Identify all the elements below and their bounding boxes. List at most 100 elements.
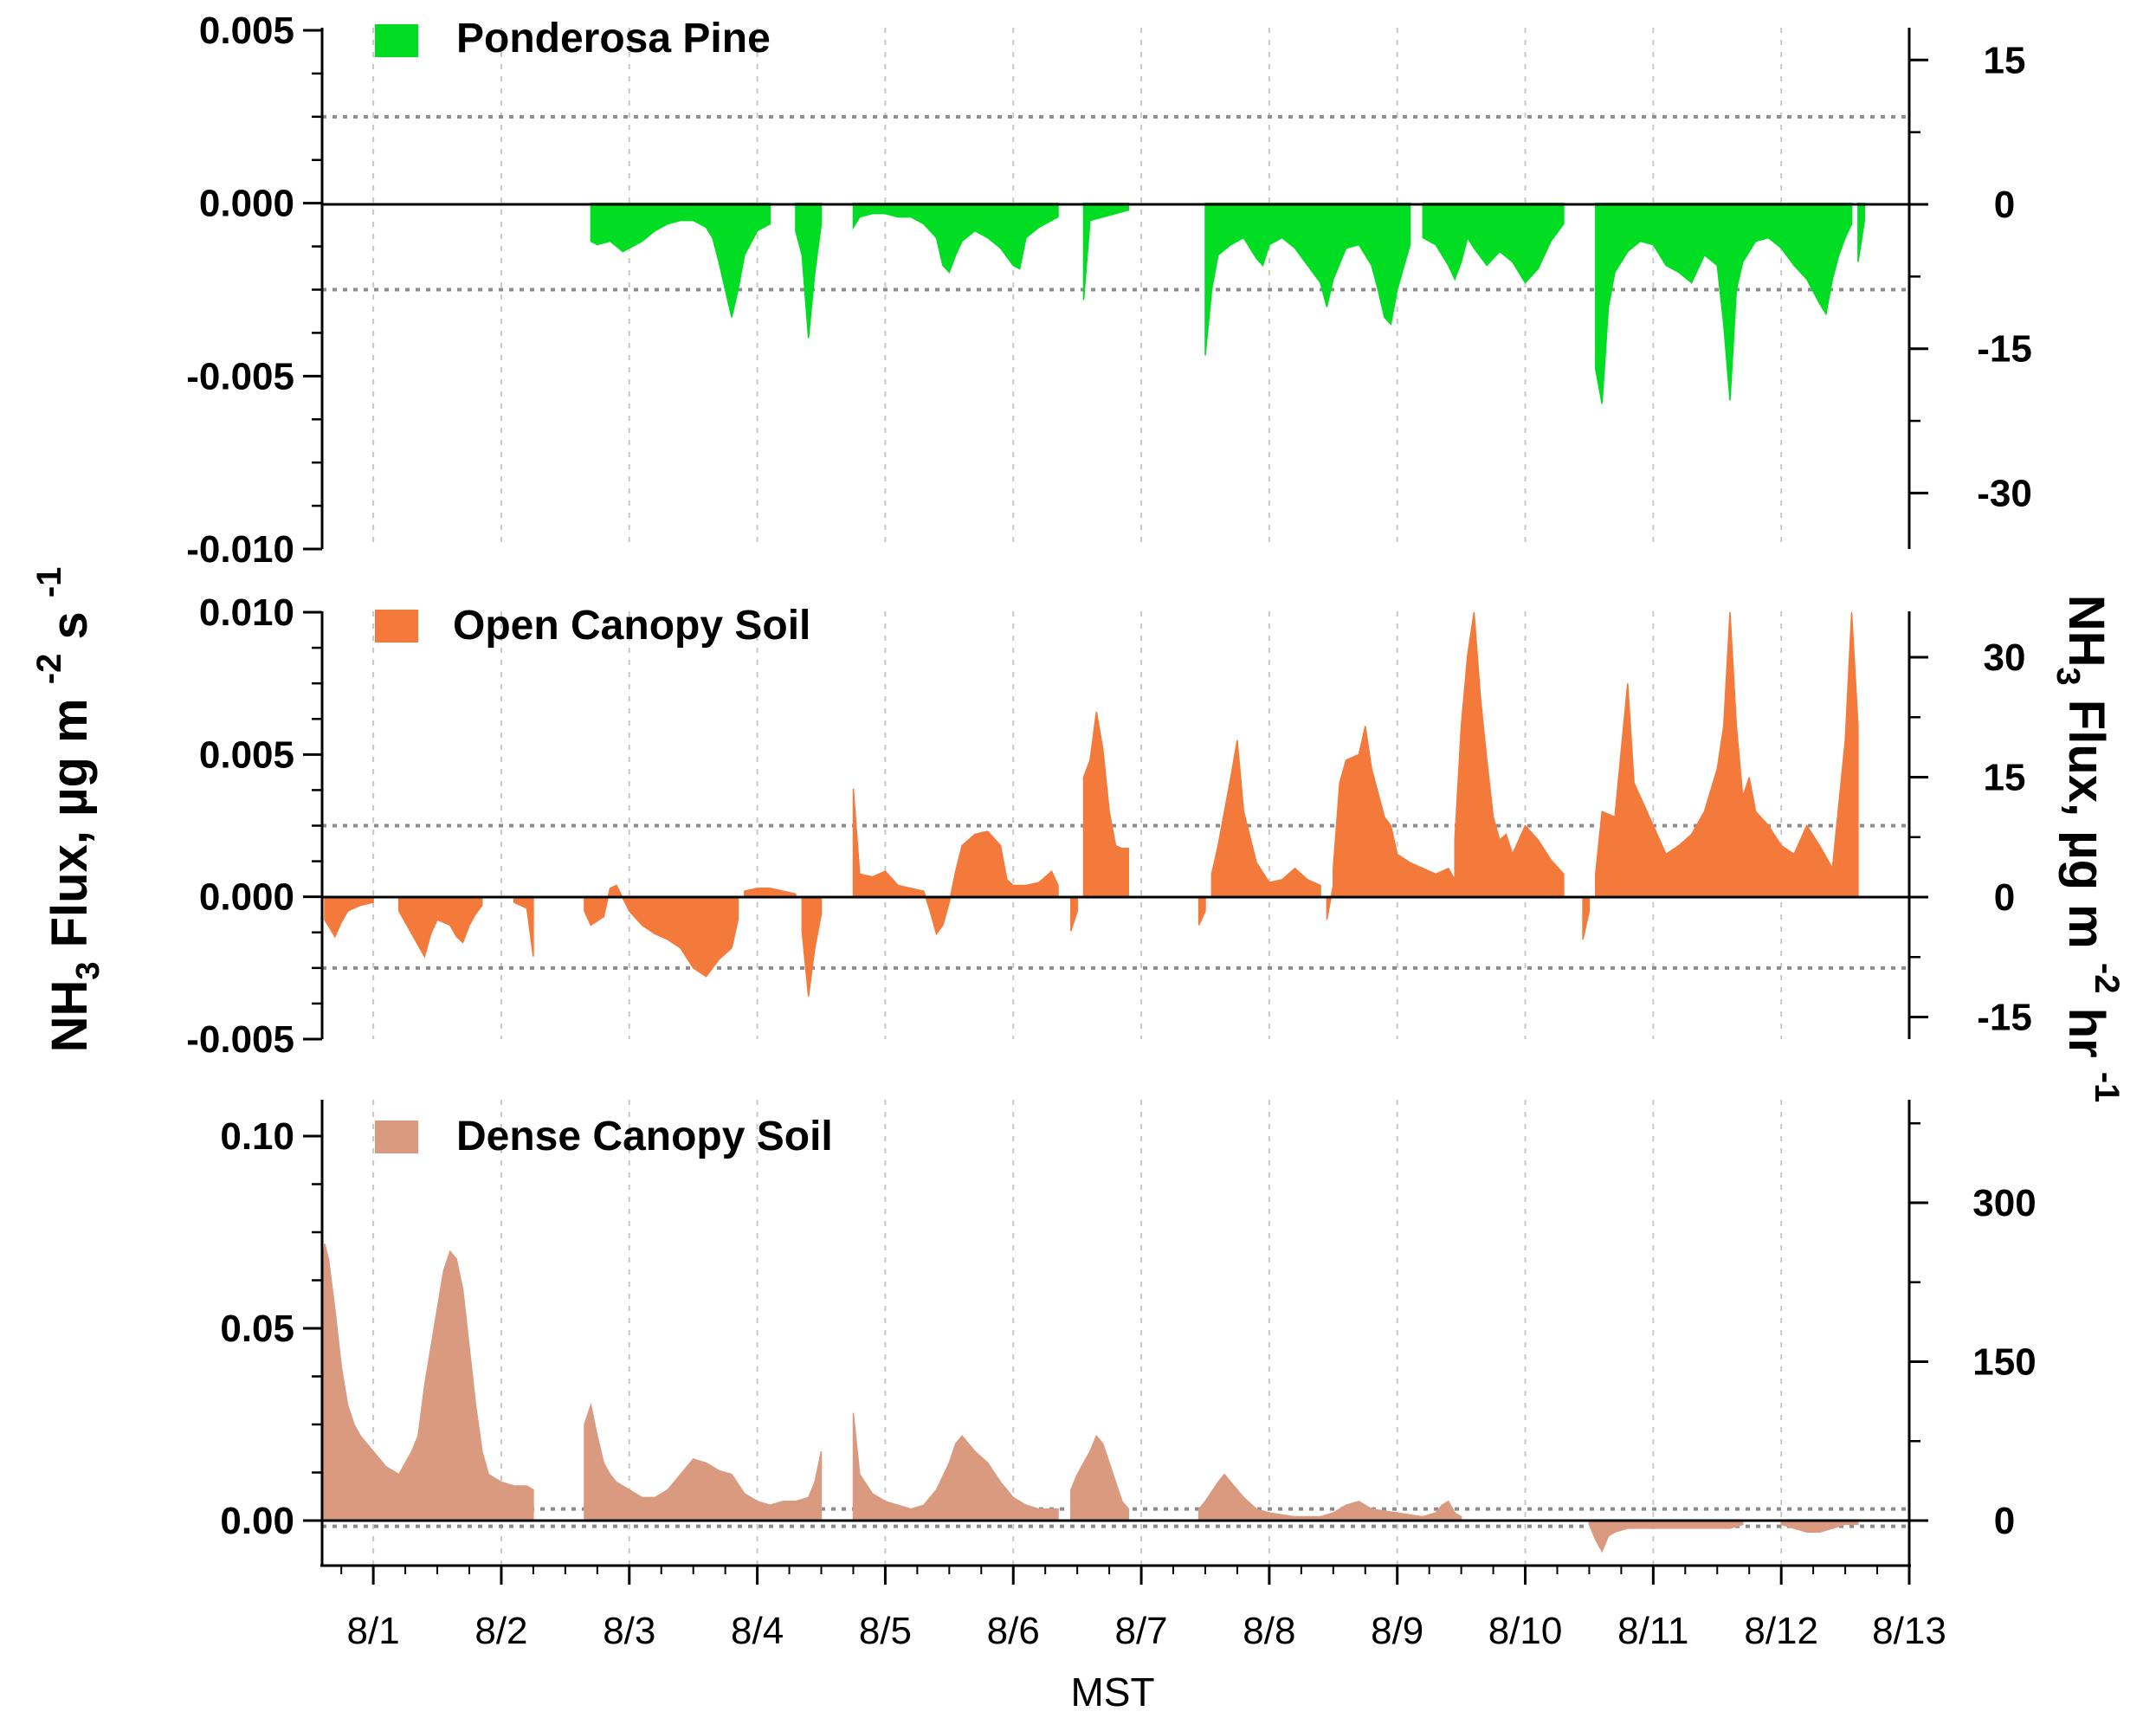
area-segment-3-5 [1588, 1520, 1744, 1553]
x-tick-label-12: 8/13 [1872, 1610, 1946, 1652]
area-segment-2-9 [1197, 895, 1206, 926]
area-segment-1-4 [1204, 202, 1411, 356]
y-left-exp2: -1 [30, 567, 68, 598]
y-right-flux: Flux, µg m [2058, 700, 2114, 949]
legend-swatch-1 [375, 24, 418, 57]
left-tick-label-1-0: 0.005 [199, 10, 294, 52]
area-segment-3-0 [321, 1243, 534, 1521]
left-ticks-3: 0.10 0.05 0.00 [220, 1115, 322, 1542]
legend-label-dense-canopy-soil: Dense Canopy Soil [456, 1114, 833, 1159]
legend-label-ponderosa-pine: Ponderosa Pine [456, 16, 771, 61]
area-segment-2-7 [1070, 895, 1078, 932]
right-tick-label-1-2: -15 [1977, 328, 2032, 371]
area-segment-1-7 [1857, 202, 1866, 262]
right-ticks-2: 30 15 0 -15 [1909, 636, 2032, 1039]
x-tick-label-9: 8/10 [1488, 1610, 1563, 1652]
area-segment-2-6 [852, 788, 1059, 936]
y-right-nh: NH [2058, 595, 2114, 668]
right-ticks-1: 15 0 -15 -30 [1909, 39, 2032, 514]
y-right-exp1: -2 [2088, 963, 2126, 994]
area-group-3 [321, 1243, 1859, 1553]
area-segment-2-10 [1210, 740, 1321, 898]
area-segment-2-5 [801, 895, 823, 997]
y-right-unit: hr [2058, 1008, 2114, 1058]
x-axis-label: MST [1070, 1670, 1154, 1715]
area-segment-2-12 [1333, 726, 1456, 898]
area-segment-2-1 [397, 895, 483, 959]
left-tick-label-1-3: -0.010 [186, 528, 294, 571]
x-tick-label-5: 8/6 [987, 1610, 1040, 1652]
y-right-sub3: 3 [2049, 667, 2086, 685]
y-axis-label-left: NH3 Flux, µg m -2 s -1 [16, 567, 107, 1053]
area-segment-2-4 [744, 888, 797, 898]
y-left-exp1: -2 [30, 654, 68, 685]
grid-group-1 [372, 28, 1783, 549]
left-tick-label-2-2: 0.000 [199, 876, 294, 919]
area-segment-2-2 [513, 895, 534, 957]
left-tick-label-2-1: 0.005 [199, 733, 294, 776]
right-tick-label-2-3: -15 [1977, 997, 2032, 1039]
area-segment-3-2 [852, 1412, 1059, 1521]
x-tick-label-8: 8/9 [1371, 1610, 1423, 1652]
area-group-2 [324, 611, 1859, 997]
left-tick-label-2-3: -0.005 [186, 1018, 294, 1061]
area-segment-1-5 [1422, 202, 1565, 284]
y-left-sub3: 3 [70, 962, 107, 980]
x-tick-label-7: 8/8 [1243, 1610, 1295, 1652]
right-tick-label-2-0: 30 [1984, 636, 2026, 679]
x-tick-label-1: 8/2 [474, 1610, 527, 1652]
x-tick-label-11: 8/12 [1744, 1610, 1818, 1652]
left-tick-label-3-1: 0.05 [220, 1308, 294, 1350]
area-segment-1-3 [1082, 202, 1130, 300]
area-segment-1-6 [1595, 202, 1853, 404]
area-segment-3-1 [584, 1402, 823, 1521]
x-tick-label-0: 8/1 [347, 1610, 400, 1652]
legend-swatch-3 [375, 1121, 418, 1153]
y-left-unit: s [42, 611, 98, 639]
area-segment-3-3 [1070, 1434, 1130, 1521]
y-left-flux: Flux, µg m [42, 698, 98, 947]
left-tick-label-3-0: 0.10 [220, 1115, 294, 1158]
area-group-1 [590, 202, 1866, 404]
x-tick-label-6: 8/7 [1114, 1610, 1167, 1652]
left-tick-label-1-1: 0.000 [199, 183, 294, 225]
area-segment-1-1 [795, 202, 823, 339]
y-axis-label-right: NH3 Flux, µg m -2 hr -1 [2049, 595, 2140, 1103]
right-tick-label-3-1: 150 [1972, 1341, 2036, 1384]
area-segment-2-8 [1082, 711, 1130, 898]
area-segment-2-3 [584, 884, 739, 978]
panel-ponderosa-pine: 0.005 0.000 -0.005 -0.010 15 0 -15 -30 Pondero… [186, 10, 2032, 571]
x-tick-label-3: 8/4 [731, 1610, 784, 1652]
area-segment-2-13 [1454, 611, 1565, 898]
area-segment-2-0 [324, 895, 374, 939]
area-segment-3-6 [1780, 1520, 1859, 1534]
panel-open-canopy-soil: 0.010 0.005 0.000 -0.005 30 15 0 -15 Open Cano… [186, 591, 2032, 1061]
x-tick-label-10: 8/11 [1617, 1610, 1688, 1652]
x-ticks: 8/1 8/2 8/3 8/4 8/5 8/6 8/7 8/8 8/9 8/10 8/11 8/12 8… [340, 1566, 1946, 1652]
right-ticks-3: 300 150 0 [1909, 1122, 2037, 1542]
right-tick-label-2-2: 0 [1994, 876, 2015, 919]
area-segment-1-2 [852, 202, 1059, 274]
area-segment-2-14 [1582, 895, 1591, 940]
left-ticks-2: 0.010 0.005 0.000 -0.005 [186, 591, 322, 1061]
area-segment-3-4 [1197, 1473, 1462, 1521]
right-tick-label-1-3: -30 [1977, 472, 2032, 514]
area-segment-2-15 [1595, 611, 1859, 898]
svg-text:NH3 Flux, µg m -2 s -1: NH3 Flux, µg m -2 s -1 [16, 567, 107, 1053]
right-tick-label-2-1: 15 [1984, 757, 2026, 799]
left-ticks-1: 0.005 0.000 -0.005 -0.010 [186, 10, 322, 571]
left-tick-label-2-0: 0.010 [199, 591, 294, 634]
right-tick-label-1-1: 0 [1994, 184, 2015, 226]
right-tick-label-3-0: 300 [1972, 1182, 2036, 1224]
x-tick-label-2: 8/3 [603, 1610, 655, 1652]
area-segment-2-11 [1326, 885, 1334, 920]
area-segment-1-0 [590, 202, 771, 318]
y-left-nh: NH [42, 980, 98, 1053]
legend-label-open-canopy-soil: Open Canopy Soil [453, 603, 810, 649]
y-right-exp2: -1 [2088, 1072, 2126, 1103]
svg-text:NH3 Flux, µg m -2 hr -1: NH3 Flux, µg m -2 hr -1 [2049, 595, 2140, 1103]
legend-swatch-2 [375, 610, 418, 643]
left-tick-label-1-2: -0.005 [186, 355, 294, 397]
